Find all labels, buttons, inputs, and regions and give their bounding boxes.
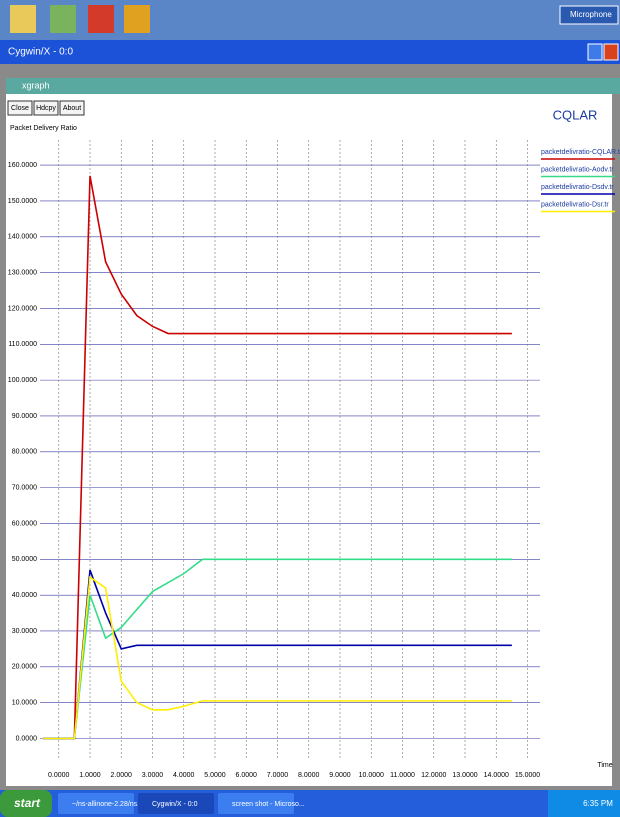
desktop-icon[interactable] — [10, 5, 36, 33]
y-tick-label: 20.0000 — [12, 664, 37, 671]
x-axis-label: Time — [597, 762, 612, 769]
y-tick-label: 10.0000 — [12, 700, 37, 707]
desktop-icon[interactable] — [50, 5, 76, 33]
y-tick-label: 70.0000 — [12, 484, 37, 491]
y-tick-label: 90.0000 — [12, 413, 37, 420]
xgraph-title-bar — [6, 78, 620, 94]
outer-title: Cygwin/X - 0:0 — [8, 47, 73, 58]
x-tick-label: 9.0000 — [329, 772, 351, 779]
x-tick-label: 12.0000 — [421, 772, 446, 779]
task-list: ~/ns-allinone-2.28/ns... Cygwin/X - 0:0 sc… — [58, 793, 305, 814]
x-tick-label: 8.0000 — [298, 772, 320, 779]
microphone: Microphone — [570, 10, 612, 19]
y-tick-label: 40.0000 — [12, 592, 37, 599]
outer-title-bar — [0, 40, 620, 64]
task-label: Cygwin/X - 0:0 — [152, 801, 198, 808]
y-tick-label: 110.0000 — [8, 341, 37, 348]
start-label: start — [14, 796, 41, 810]
y-axis-label: Packet Delivery Ratio — [10, 125, 77, 132]
y-tick-label: 80.0000 — [12, 449, 37, 456]
y-tick-label: 50.0000 — [12, 556, 37, 563]
y-tick-label: 120.0000 — [8, 305, 37, 312]
x-tick-label: 2.0000 — [111, 772, 133, 779]
legend-label: packetdelivratio-Dsdv.tr — [541, 184, 614, 191]
desktop-icon[interactable] — [88, 5, 114, 33]
button-label: Hdcpy — [36, 105, 56, 112]
y-tick-label: 160.0000 — [8, 162, 37, 169]
desktop-icon[interactable] — [124, 5, 150, 33]
y-tick-label: 100.0000 — [8, 377, 37, 384]
x-tick-label: 1.0000 — [79, 772, 101, 779]
x-tick-label: 13.0000 — [452, 772, 477, 779]
page: Microphone Cygwin/X - 0:0 xgraph Close Hd… — [0, 0, 620, 817]
x-tick-label: 14.0000 — [484, 772, 509, 779]
x-tick-label: 6.0000 — [236, 772, 258, 779]
y-tick-label: 30.0000 — [12, 628, 37, 635]
y-tick-label: 140.0000 — [8, 234, 37, 241]
maximize-button[interactable] — [588, 44, 602, 60]
x-tick-label: 15.0000 — [515, 772, 540, 779]
clock: 6:35 PM — [583, 799, 613, 808]
screen: Microphone Cygwin/X - 0:0 xgraph Close Hd… — [0, 0, 620, 817]
y-tick-label: 130.0000 — [8, 269, 37, 276]
x-tick-label: 4.0000 — [173, 772, 195, 779]
x-tick-label: 0.0000 — [48, 772, 70, 779]
task-label: ~/ns-allinone-2.28/ns... — [72, 801, 143, 808]
y-tick-label: 0.0000 — [16, 735, 38, 742]
legend-label: packetdelivratio-CQLAR.tr — [541, 149, 620, 156]
x-tick-label: 7.0000 — [267, 772, 289, 779]
x-tick-label: 3.0000 — [142, 772, 164, 779]
y-tick-label: 60.0000 — [12, 520, 37, 527]
button-label: Close — [11, 105, 29, 112]
y-tick-label: 150.0000 — [8, 198, 37, 205]
button-row: Close Hdcpy About — [8, 101, 84, 115]
task-label: screen shot - Microso... — [232, 801, 305, 808]
button-label: About — [63, 105, 81, 112]
x-tick-label: 10.0000 — [359, 772, 384, 779]
legend-label: packetdelivratio-Aodv.tr — [541, 166, 614, 173]
chart-title: CQLAR — [553, 107, 598, 122]
xgraph-title: xgraph — [22, 80, 50, 90]
x-tick-label: 5.0000 — [204, 772, 226, 779]
x-tick-label: 11.0000 — [390, 772, 415, 779]
legend-label: packetdelivratio-Dsr.tr — [541, 201, 609, 208]
close-button[interactable] — [604, 44, 618, 60]
